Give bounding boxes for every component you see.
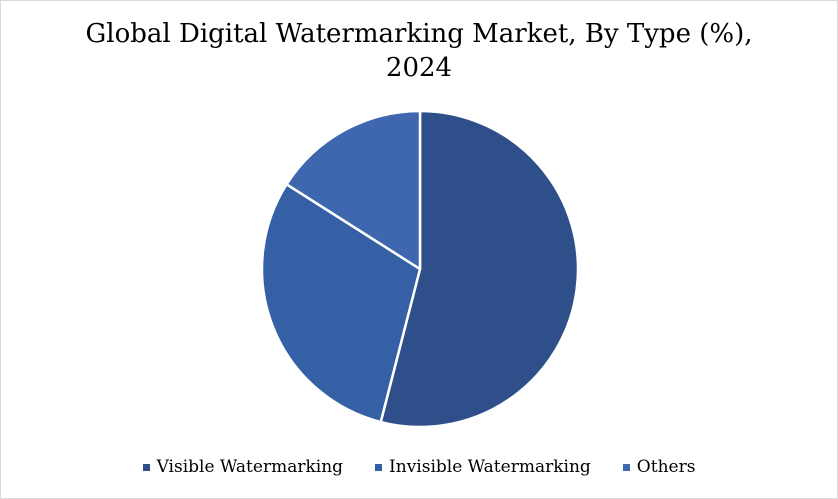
legend-item-others: Others bbox=[622, 457, 696, 477]
pie-slices bbox=[260, 109, 580, 429]
legend-swatch-others bbox=[622, 463, 630, 471]
legend-label-invisible-watermarking: Invisible Watermarking bbox=[389, 457, 591, 477]
legend-label-visible-watermarking: Visible Watermarking bbox=[156, 457, 344, 477]
legend-item-visible-watermarking: Visible Watermarking bbox=[142, 457, 344, 477]
chart-title-line-1: Global Digital Watermarking Market, By T… bbox=[85, 19, 753, 49]
legend-item-invisible-watermarking: Invisible Watermarking bbox=[375, 457, 591, 477]
pie-slice-others bbox=[285, 109, 422, 271]
legend: Visible Watermarking Invisible Watermark… bbox=[1, 457, 837, 477]
pie-slice-visible-watermarking bbox=[379, 109, 580, 429]
legend-swatch-invisible-watermarking bbox=[375, 463, 383, 471]
legend-swatch-visible-watermarking bbox=[142, 463, 150, 471]
pie-slice-invisible-watermarking bbox=[260, 183, 422, 424]
chart-title-line-2: 2024 bbox=[385, 53, 453, 83]
legend-label-others: Others bbox=[636, 457, 696, 477]
chart-title: Global Digital Watermarking Market, By T… bbox=[1, 17, 837, 85]
